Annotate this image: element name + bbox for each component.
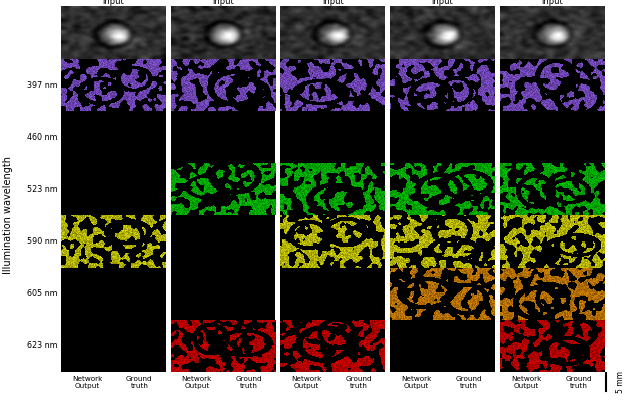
Text: 523 nm: 523 nm — [27, 185, 58, 194]
Text: 460 nm: 460 nm — [27, 133, 58, 142]
Text: Ground
truth: Ground truth — [565, 376, 592, 389]
Text: Network
Output: Network Output — [182, 376, 212, 389]
Title: Defocused
input: Defocused input — [420, 0, 465, 6]
Text: Network
Output: Network Output — [291, 376, 322, 389]
Text: Illumination wavelength: Illumination wavelength — [3, 157, 13, 275]
Title: Defocused
input: Defocused input — [91, 0, 136, 6]
Text: Ground
truth: Ground truth — [236, 376, 262, 389]
Title: Defocused
input: Defocused input — [530, 0, 575, 6]
Text: 605 nm: 605 nm — [27, 289, 58, 298]
Text: Network
Output: Network Output — [401, 376, 431, 389]
Title: Defocused
input: Defocused input — [200, 0, 245, 6]
Text: Ground
truth: Ground truth — [456, 376, 482, 389]
Text: 623 nm: 623 nm — [27, 341, 58, 350]
Text: Network
Output: Network Output — [511, 376, 541, 389]
Text: Ground
truth: Ground truth — [346, 376, 372, 389]
Text: Ground
truth: Ground truth — [126, 376, 153, 389]
Text: 5 mm: 5 mm — [616, 371, 625, 393]
Text: 590 nm: 590 nm — [27, 237, 58, 246]
Text: 397 nm: 397 nm — [27, 81, 58, 90]
Title: Defocused
input: Defocused input — [310, 0, 355, 6]
Text: Network
Output: Network Output — [72, 376, 102, 389]
